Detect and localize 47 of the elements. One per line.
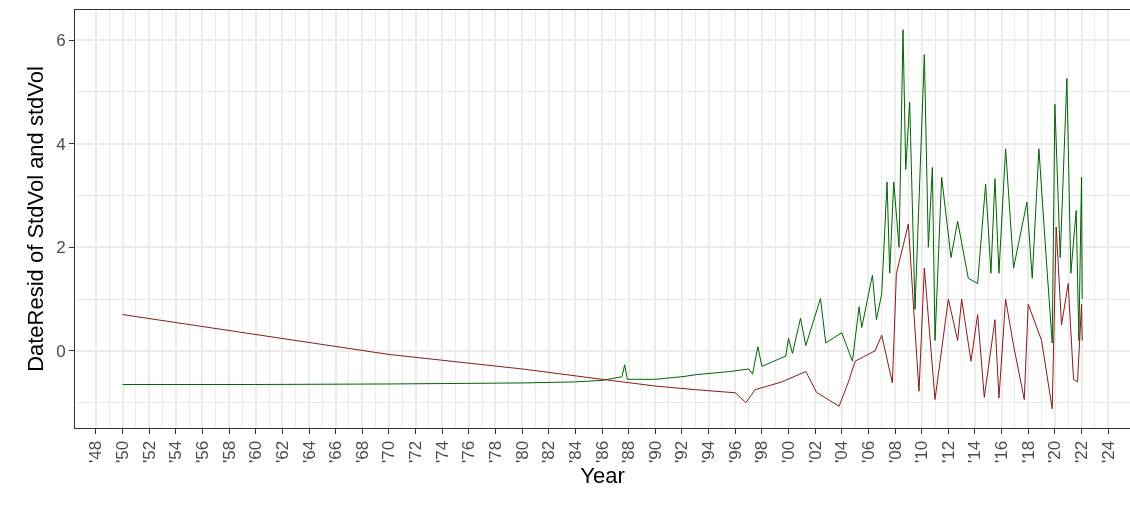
x-tick-label: '96: [725, 440, 745, 463]
x-tick-label: '12: [938, 440, 958, 463]
x-tick-label: '82: [539, 440, 559, 463]
x-tick-label: '92: [672, 440, 692, 463]
x-tick-label: '74: [432, 440, 452, 463]
x-tick-label: '00: [779, 440, 799, 463]
x-tick-label: '90: [645, 440, 665, 463]
x-tick-label: '80: [512, 440, 532, 463]
x-tick-label: '06: [858, 440, 878, 463]
x-tick-label: '16: [992, 440, 1012, 463]
x-tick-label: '70: [379, 440, 399, 463]
x-tick-label: '54: [166, 440, 186, 463]
x-tick-label: '18: [1018, 440, 1038, 463]
x-tick-label: '78: [486, 440, 506, 463]
x-tick-label: '08: [885, 440, 905, 463]
y-tick-label: 0: [56, 341, 66, 361]
x-tick-label: '84: [565, 440, 585, 463]
y-axis-title: DateResid of StdVol and stdVol: [22, 66, 48, 372]
x-tick-label: '86: [592, 440, 612, 463]
x-tick-label: '60: [246, 440, 266, 463]
x-tick-label: '22: [1072, 440, 1092, 463]
x-tick-label: '64: [299, 440, 319, 463]
x-tick-label: '14: [965, 440, 985, 463]
y-tick-label: 2: [56, 238, 66, 258]
x-tick-label: '04: [832, 440, 852, 463]
x-tick-label: '10: [912, 440, 932, 463]
x-tick-label: '72: [406, 440, 426, 463]
x-tick-label: '66: [326, 440, 346, 463]
y-tick-label: 6: [56, 30, 66, 50]
y-tick-label: 4: [56, 134, 66, 154]
x-tick-label: '88: [619, 440, 639, 463]
x-tick-label: '68: [352, 440, 372, 463]
x-tick-label: '62: [272, 440, 292, 463]
x-tick-label: '58: [219, 440, 239, 463]
line-series: [122, 223, 1083, 410]
x-tick-label: '76: [459, 440, 479, 463]
line-series: [122, 29, 1083, 385]
x-tick-label: '56: [192, 440, 212, 463]
x-axis-title: Year: [580, 462, 625, 488]
x-tick-label: '94: [699, 440, 719, 463]
x-tick-label: '02: [805, 440, 825, 463]
x-tick-label: '50: [113, 440, 133, 463]
x-tick-label: '48: [86, 440, 106, 463]
x-tick-label: '98: [752, 440, 772, 463]
x-tick-label: '20: [1045, 440, 1065, 463]
x-tick-label: '24: [1098, 440, 1118, 463]
x-tick-label: '52: [139, 440, 159, 463]
